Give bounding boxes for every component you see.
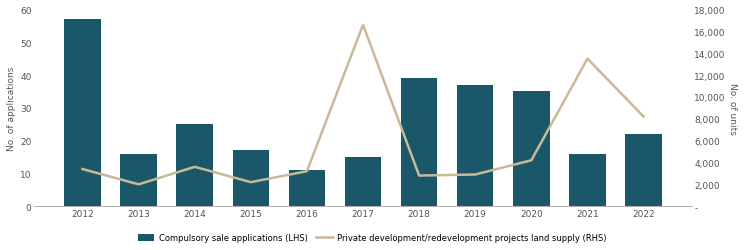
- Bar: [176, 125, 213, 206]
- Line: Private development/redevelopment projects land supply (RHS): Private development/redevelopment projec…: [83, 26, 644, 184]
- Private development/redevelopment projects land supply (RHS): [471, 173, 480, 176]
- Private development/redevelopment projects land supply (RHS): [527, 159, 536, 162]
- Private development/redevelopment projects land supply (RHS): [78, 168, 87, 171]
- Legend: Compulsory sale applications (LHS), Private development/redevelopment projects l: Compulsory sale applications (LHS), Priv…: [135, 230, 609, 246]
- Bar: [569, 154, 606, 206]
- Bar: [121, 154, 157, 206]
- Y-axis label: No. of units: No. of units: [728, 82, 737, 134]
- Private development/redevelopment projects land supply (RHS): [639, 116, 648, 118]
- Y-axis label: No. of applications: No. of applications: [7, 66, 16, 150]
- Bar: [457, 86, 493, 206]
- Private development/redevelopment projects land supply (RHS): [134, 183, 143, 186]
- Bar: [289, 170, 325, 206]
- Private development/redevelopment projects land supply (RHS): [359, 24, 368, 27]
- Bar: [344, 157, 381, 206]
- Bar: [625, 134, 662, 206]
- Bar: [513, 92, 550, 206]
- Bar: [401, 79, 437, 206]
- Private development/redevelopment projects land supply (RHS): [583, 58, 592, 61]
- Private development/redevelopment projects land supply (RHS): [246, 181, 255, 184]
- Private development/redevelopment projects land supply (RHS): [303, 170, 312, 173]
- Bar: [233, 151, 269, 206]
- Bar: [64, 20, 100, 206]
- Private development/redevelopment projects land supply (RHS): [190, 166, 199, 169]
- Private development/redevelopment projects land supply (RHS): [414, 174, 423, 177]
